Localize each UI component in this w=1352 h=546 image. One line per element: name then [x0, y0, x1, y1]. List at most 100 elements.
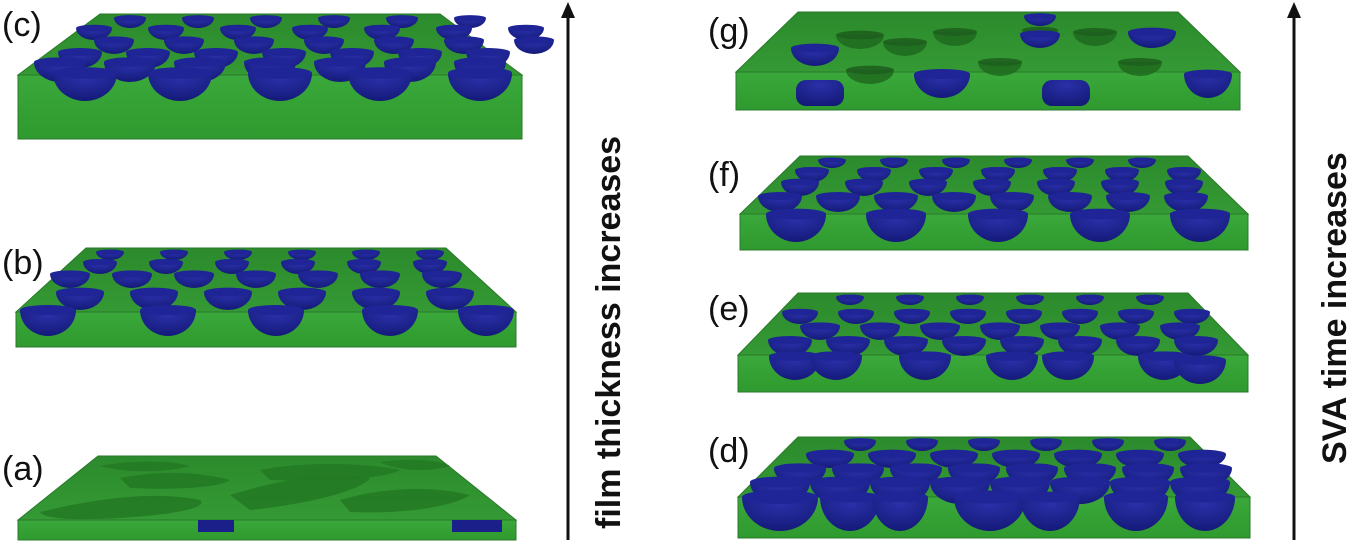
domain-cap [1006, 463, 1058, 473]
domain-cap [304, 36, 344, 44]
film-slab-c [16, 13, 554, 140]
domain-cap [781, 178, 819, 186]
embedded-domain [1118, 62, 1162, 76]
domain-cap [314, 57, 366, 67]
domain-cap [514, 36, 554, 44]
domain-body [942, 340, 986, 356]
domain-cap [1164, 192, 1208, 200]
minority-phase-domain [120, 472, 230, 489]
domain-cap [298, 270, 338, 278]
domain-cap [1118, 308, 1154, 316]
domain-body [782, 312, 818, 324]
domain-cap [890, 463, 942, 473]
domain-cap [1043, 166, 1077, 174]
domain-cap [436, 24, 472, 32]
domain-cap [845, 178, 883, 186]
domain-body [914, 74, 970, 98]
panel-label-e: (e) [708, 290, 750, 328]
minority-phase-domain [380, 459, 450, 471]
panel-label-g: (g) [708, 12, 750, 50]
domain-body [318, 18, 350, 28]
domain-body [514, 40, 554, 54]
domain-cap [104, 57, 156, 67]
domain-cap [413, 258, 447, 266]
sva-time-arrow [1287, 2, 1301, 540]
domain-body [53, 73, 117, 101]
domain-cap [83, 258, 117, 266]
domain-cap [880, 157, 908, 163]
minority-phase-domain [340, 488, 470, 513]
domain-cap [220, 24, 256, 32]
sva-time-label: SVA time increases [1316, 152, 1352, 464]
domain-body [844, 441, 876, 451]
domain-body [362, 310, 418, 336]
domain-cap [906, 438, 938, 444]
embedded-domain-cap [933, 28, 977, 36]
domain-cap [1070, 208, 1130, 220]
domain-body [820, 497, 880, 531]
domain-cross-section [452, 520, 502, 532]
domain-body [174, 274, 214, 288]
domain-cap [352, 249, 380, 255]
domain-body [874, 196, 918, 212]
domain-cap [1064, 463, 1116, 473]
domain-cap [872, 491, 928, 503]
domain-cap [318, 15, 350, 21]
domain-cap [458, 304, 514, 316]
domain-body [1020, 497, 1080, 531]
domain-cap [1180, 463, 1232, 473]
domain-body [1170, 214, 1230, 242]
domain-cap [360, 270, 400, 278]
domain-body [215, 262, 249, 274]
domain-cap [1170, 476, 1230, 488]
domain-cap [868, 449, 916, 459]
domain-body [758, 196, 802, 212]
domain-body [298, 274, 338, 288]
domain-body [360, 274, 400, 288]
domain-cap [215, 258, 249, 266]
domain-body [56, 292, 104, 310]
domain-cap [508, 24, 544, 32]
domain-cap [1101, 178, 1139, 186]
domain-body [422, 274, 462, 288]
domain-cap [76, 24, 112, 32]
domain-cross-section [198, 520, 234, 532]
domain-cap [990, 476, 1050, 488]
domain-cap [347, 258, 381, 266]
domain-body [148, 73, 212, 101]
film-slab-f [738, 155, 1250, 251]
domain-cap [884, 336, 928, 344]
domain-body [769, 356, 821, 380]
domain-body [838, 312, 874, 324]
domain-cap [909, 178, 947, 186]
domain-cap [844, 438, 876, 444]
domain-cap [130, 287, 178, 297]
domain-body [182, 18, 214, 28]
domain-cap [149, 258, 183, 266]
domain-body [348, 73, 412, 101]
minority-phase-domain [230, 475, 370, 510]
embedded-domain [1073, 32, 1117, 46]
domain-body [278, 292, 326, 310]
domain-cap [981, 166, 1015, 174]
domain-body [1118, 312, 1154, 324]
domain-cap [1004, 157, 1032, 163]
domain-body [386, 18, 418, 28]
domain-body [816, 196, 860, 212]
domain-cap [832, 463, 884, 473]
domain-cap [1175, 491, 1235, 503]
domain-body [1070, 214, 1130, 242]
domain-cap [990, 192, 1034, 200]
domain-cap [56, 287, 104, 297]
domain-cap [1006, 308, 1042, 316]
domain-body [781, 182, 819, 196]
domain-cap [182, 15, 214, 21]
domain-body [810, 356, 862, 380]
domain-cap [1066, 157, 1094, 163]
domain-cap [384, 57, 436, 67]
domain-body [1174, 312, 1210, 324]
domain-cap [448, 67, 512, 79]
embedded-domain [883, 42, 927, 56]
domain-cap [126, 48, 170, 56]
